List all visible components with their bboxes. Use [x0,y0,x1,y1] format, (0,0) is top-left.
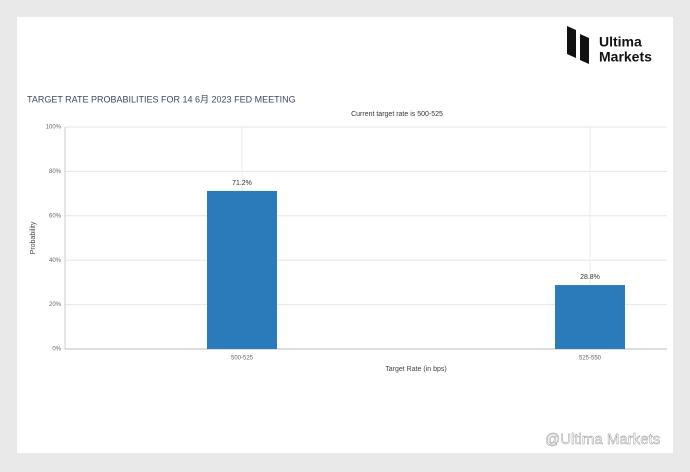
y-tick-label: 100% [46,125,62,131]
plot-area: 0% 20% 40% 60% 80% 100% 500-525 71.2% 525-550 28.… [46,125,667,362]
logo: Ultima Markets [567,26,652,65]
brand-line1: Ultima [599,34,642,50]
y-tick-label: 0% [52,347,61,353]
watermark: @Ultima Markets [529,431,660,448]
x-tick-label: 500-525 [231,356,254,362]
bar [207,190,277,349]
bar [555,285,625,349]
x-tick-label: 525-550 [579,356,602,362]
data-label: 71.2% [232,180,252,187]
card [17,17,673,453]
brand-line2: Markets [599,49,652,65]
y-tick-label: 60% [49,213,62,219]
x-axis-label: Target Rate (in bps) [385,366,446,373]
chart-title: TARGET RATE PROBABILITIES FOR 14 6月 2023… [27,94,296,104]
data-label: 28.8% [580,274,600,281]
y-tick-label: 20% [49,302,62,308]
watermark-text: @Ultima Markets [545,431,660,448]
chart-subtitle: Current target rate is 500-525 [351,111,443,118]
y-tick-label: 80% [49,169,62,175]
y-axis-label: Probability [30,221,37,254]
y-tick-label: 40% [49,258,62,264]
